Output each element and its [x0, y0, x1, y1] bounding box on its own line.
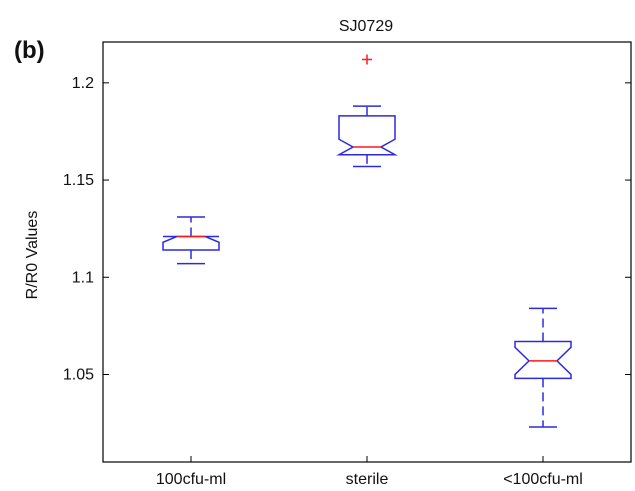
notched-box [514, 340, 572, 380]
axes: 1.05 1.1 1.15 1.2 100cfu-ml sterile <100cfu-ml [63, 41, 632, 488]
box-group [336, 54, 398, 168]
y-tick-label: 1.1 [72, 269, 94, 286]
x-tick-label: <100cfu-ml [503, 471, 583, 488]
box-group [162, 216, 220, 265]
chart-title: SJ0729 [339, 18, 393, 35]
plot-frame [102, 41, 632, 463]
y-tick-label: 1.05 [63, 367, 94, 384]
notched-box [162, 235, 220, 251]
boxes [162, 54, 572, 428]
notched-box [336, 115, 398, 156]
y-axis-label: R/R0 Values [24, 211, 41, 300]
x-tick-label: sterile [346, 471, 389, 488]
y-tick-label: 1.2 [72, 75, 94, 92]
x-tick-label: 100cfu-ml [156, 471, 226, 488]
box-group [514, 307, 572, 428]
panel-label: (b) [14, 37, 45, 64]
y-tick-label: 1.15 [63, 172, 94, 189]
